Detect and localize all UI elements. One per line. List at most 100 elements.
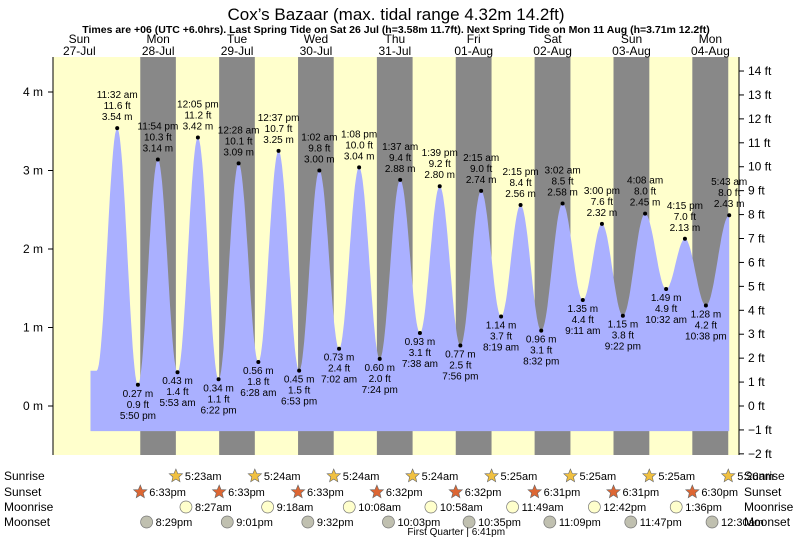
moonrise-time: 10:08am [358,502,401,514]
tide-time-label: 12:37 pm [258,113,300,124]
tide-point [175,370,180,375]
moonset-time: 9:01pm [236,517,273,529]
tide-point [643,211,648,216]
tide-time-label: 9:22 pm [605,342,641,353]
tide-time-label: 11:32 am [97,90,138,101]
tide-point [518,203,523,208]
moonrise-icon [179,500,193,514]
sunrise-row-label-left: Sunrise [4,469,45,483]
tide-feet-label: 10.1 ft [225,136,253,147]
tide-point [377,356,382,361]
moonrise-time: 9:18am [277,502,314,514]
sunset-time: 6:33pm [149,487,186,499]
sunrise-icon [720,468,736,483]
tide-feet-label: 3.1 ft [409,348,431,359]
tide-feet-label: 4.9 ft [655,304,677,315]
tide-meters-label: 3.09 m [223,147,254,158]
tide-feet-label: 8.0 ft [718,188,740,199]
right-tick-label: 7 ft [748,232,765,246]
left-tick-label: 4 m [23,85,43,99]
astro-rows: Sunrise Sunrise 5:23am 5:24am 5:24am 5:24am 5:… [4,468,793,538]
tide-meters-label: 1.15 m [608,320,639,331]
tide-time-label: 7:24 pm [362,385,398,396]
left-tick-label: 3 m [23,164,43,178]
tide-meters-label: 1.49 m [651,293,682,304]
tide-point [682,236,687,241]
tide-point [155,157,160,162]
sunset-time: 6:31pm [623,487,660,499]
tide-feet-label: 9.4 ft [389,153,411,164]
sunrise-icon [484,468,499,483]
tide-time-label: 6:28 am [240,388,276,399]
tide-point [458,343,463,348]
moonrise-time: 11:49am [522,502,564,514]
tide-time-label: 3:00 pm [584,186,620,197]
tide-feet-label: 11.6 ft [104,101,131,112]
right-tick-label: 0 ft [748,399,765,413]
moonset-icon [543,515,557,529]
tide-feet-label: 10.0 ft [345,140,373,151]
tide-point [703,303,708,308]
sunrise-time: 5:25am [501,471,538,483]
tide-point [357,165,362,170]
moonrise-icon [342,500,356,514]
sunrise-icon [641,468,657,483]
tide-point [195,135,200,140]
moonrise-row-label-left: Moonrise [4,500,54,514]
tide-feet-label: 0.9 ft [127,400,149,411]
sunset-icon [369,484,385,499]
day-name: Mon [699,32,722,46]
tide-feet-label: 8.0 ft [634,187,656,198]
right-tick-label: 6 ft [748,255,765,269]
tide-meters-label: 1.28 m [691,310,722,321]
moonrise-time: 1:36pm [685,502,722,514]
sunrise-time: 5:24am [422,471,459,483]
tide-point [337,346,342,351]
tide-feet-label: 8.5 ft [551,176,573,187]
tide-time-label: 4:15 pm [667,201,703,212]
tide-time-label: 10:38 pm [685,332,727,343]
moonset-time: 10:35pm [478,517,521,529]
left-tick-label: 1 m [23,321,43,335]
tide-feet-label: 4.4 ft [572,315,594,326]
moonrise-time: 8:27am [195,502,232,514]
right-tick-label: 9 ft [748,184,765,198]
tide-feet-label: 9.0 ft [470,164,492,175]
day-date: 04-Aug [691,44,730,58]
sunset-time: 6:30pm [701,487,738,499]
tide-time-label: 1:02 am [301,133,337,144]
tide-time-label: 1:39 pm [422,148,458,159]
tide-point [135,382,140,387]
sunrise-time: 5:26am [737,471,774,483]
tide-time-label: 4:08 am [627,176,663,187]
tide-feet-label: 1.5 ft [288,386,310,397]
day-date: 30-Jul [300,44,333,58]
tide-point [499,314,504,319]
sunset-time: 6:31pm [544,487,581,499]
tide-feet-label: 3.8 ft [612,331,634,342]
tide-meters-label: 3.04 m [344,151,375,162]
tide-point [437,184,442,189]
tide-meters-label: 2.13 m [670,223,701,234]
tide-point [560,201,565,206]
tide-point [599,221,604,226]
moonset-row-label-right: Moonset [744,515,791,529]
right-tick-label: 2 ft [748,351,765,365]
moonset-icon [220,515,234,529]
tide-meters-label: 2.56 m [505,189,536,200]
day-name: Mon [147,32,170,46]
tide-time-label: 6:53 pm [281,397,317,408]
moonrise-icon [506,500,519,514]
tide-meters-label: 3.42 m [183,122,214,133]
day-labels: Sun27-JulMon28-JulTue29-JulWed30-JulThu3… [63,32,730,58]
moonset-icon [462,515,476,529]
tide-time-label: 12:28 am [218,125,260,136]
sunset-time: 6:32pm [386,487,423,499]
moonset-icon [624,515,638,529]
right-tick-label: 12 ft [748,112,772,126]
tide-time-label: 6:22 pm [200,405,236,416]
sunrise-icon [563,468,578,483]
tide-point [727,213,732,218]
moonrise-icon [588,500,601,514]
chart-subtitle: Times are +06 (UTC +6.0hrs). Last Spring… [82,24,709,36]
